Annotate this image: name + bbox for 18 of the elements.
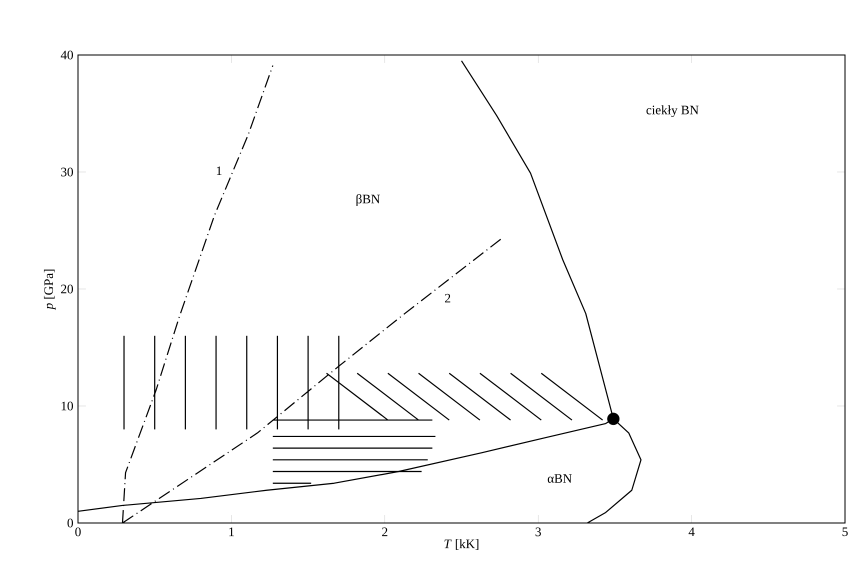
y-tick-label: 40 (60, 50, 73, 60)
series-label: 1 (216, 166, 222, 176)
x-tick-label: 5 (842, 528, 848, 536)
x-tick-label: 1 (229, 528, 234, 536)
x-tick-label: 4 (688, 528, 695, 536)
y-axis-title: p [GPa] (44, 270, 56, 310)
y-tick-label: 20 (61, 284, 73, 294)
y-tick-label: 30 (61, 168, 73, 176)
annotation: ciekły BN (646, 105, 699, 118)
y-tick-label: 10 (62, 402, 73, 410)
annotation: βBN (356, 194, 380, 206)
x-tick-label: 3 (536, 528, 541, 536)
y-tick-label: 0 (68, 518, 73, 528)
x-tick-label: 0 (75, 528, 81, 536)
x-tick-label: 2 (382, 528, 388, 536)
annotation: αBN (548, 474, 572, 483)
x-axis-title: T [kK] (444, 539, 478, 550)
series-label: 2 (445, 294, 450, 302)
